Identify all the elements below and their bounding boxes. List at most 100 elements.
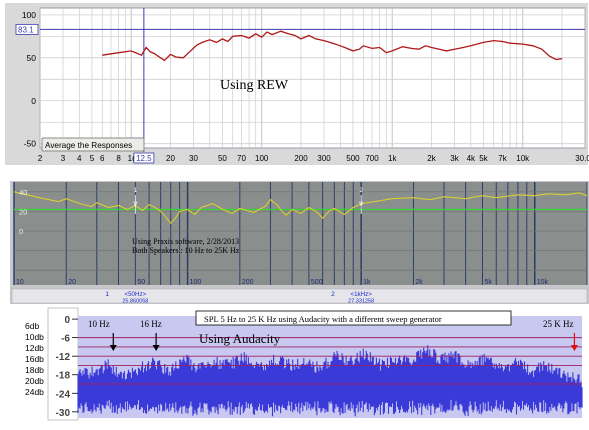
praxis-x-tick-label: 500	[311, 279, 323, 286]
praxis-x-tick-label: 10	[16, 279, 24, 286]
praxis-marker-readout-label: <1kHz>	[351, 291, 373, 298]
praxis-marker-readout-value: 25.860058	[122, 299, 148, 305]
audacity-title: SPL 5 Hz to 25 K Hz using Audacity with …	[204, 314, 442, 324]
praxis-x-tick-label: 100	[190, 279, 202, 286]
praxis-marker-readout-id: 1	[105, 291, 109, 298]
audacity-y-tick-label: -12	[56, 352, 71, 363]
audacity-ruler	[47, 307, 79, 421]
rew-response-line	[102, 30, 563, 62]
rew-x-tick-label: 3	[61, 154, 66, 163]
rew-y-axis: 100 50 0 -50	[22, 10, 36, 149]
praxis-x-tick-label: 200	[242, 279, 254, 286]
praxis-marker-glyph: ∇	[132, 201, 138, 208]
rew-cursor-x-label: 12.5	[136, 154, 152, 163]
praxis-x-axis: 1020501002005001k2k5k10k20k	[16, 279, 549, 286]
rew-x-tick-label: 5k	[479, 154, 488, 163]
audacity-db-label: 24db	[25, 387, 44, 397]
praxis-annotation-line-2: Both Speakers : 10 Hz to 25K Hz	[132, 246, 240, 255]
praxis-marker-readout-value: 27.331258	[348, 299, 374, 305]
audacity-y-tick-label: -30	[56, 408, 71, 419]
rew-x-tick-label: 2	[38, 154, 43, 163]
average-responses-button[interactable]: Average the Responses	[41, 137, 145, 152]
praxis-x-tick-label: 50	[137, 279, 145, 286]
audacity-y-tick-label: -24	[56, 389, 71, 400]
praxis-annotation-line-1: Using Praxis software, 2/28/2013	[132, 237, 239, 246]
rew-x-tick-label: 500	[346, 154, 360, 163]
rew-x-tick-label: 1(	[128, 154, 135, 163]
rew-x-tick-label: 2k	[427, 154, 436, 163]
praxis-marker-id: 1	[134, 187, 138, 194]
audacity-title-box	[195, 310, 512, 326]
audacity-reference-lines	[78, 337, 582, 385]
rew-y-tick-label: 100	[22, 10, 36, 20]
rew-cursor-y-label: 83.1	[18, 25, 34, 34]
praxis-plot-area	[14, 182, 587, 285]
rew-x-tick-label: 4k	[467, 154, 476, 163]
praxis-gridlines	[13, 182, 588, 285]
audacity-callout-arrowhead	[152, 345, 160, 351]
praxis-x-tick-label: 5k	[484, 279, 492, 286]
audacity-callouts: 10 Hz 16 Hz 25 K Hz	[88, 319, 578, 351]
rew-gridlines	[39, 8, 586, 148]
praxis-response-line	[13, 191, 588, 225]
audacity-db-label: 12db	[25, 343, 44, 353]
rew-x-tick-label: 30	[189, 154, 198, 163]
rew-x-tick-label: 20	[166, 154, 175, 163]
average-responses-label: Average the Responses	[45, 141, 132, 150]
praxis-marker-bar	[11, 288, 588, 304]
praxis-marker-id: 2	[359, 187, 363, 194]
rew-x-tick-label: 30.0k	[575, 154, 589, 163]
rew-x-tick-label: 10k	[516, 154, 530, 163]
rew-x-tick-label: 70	[237, 154, 246, 163]
rew-x-tick-label: 100	[255, 154, 269, 163]
rew-y-tick-label: 0	[31, 96, 36, 106]
audacity-callout-arrowhead	[109, 345, 117, 351]
rew-x-tick-label: 700	[365, 154, 379, 163]
rew-cursor-x-box	[133, 152, 155, 164]
audacity-callout-label: 16 Hz	[140, 319, 162, 329]
rew-x-tick-label: 3k	[450, 154, 459, 163]
rew-annotation: Using REW	[220, 78, 289, 93]
rew-cursor-y-box	[15, 23, 39, 35]
rew-x-axis: 2 3 4 5 6 8 1( 20 30 50 70 100 200 300 500 700 1k 2k 3k 4k 5…	[38, 154, 589, 163]
audacity-db-label: 16db	[25, 354, 44, 364]
praxis-y-axis: 40 20 0	[19, 188, 27, 236]
audacity-annotation: Using Audacity	[199, 331, 281, 346]
audacity-callout-label: 10 Hz	[88, 319, 110, 329]
rew-x-tick-label: 4	[77, 154, 82, 163]
praxis-y-tick-label: 40	[19, 188, 27, 197]
praxis-marker-readout-label: <50Hz>	[124, 291, 146, 298]
rew-x-tick-label: 200	[294, 154, 308, 163]
audacity-y-tick-label: -18	[56, 371, 71, 382]
rew-y-tick-label: 50	[27, 53, 37, 63]
audacity-callout-arrowhead	[570, 345, 578, 351]
rew-x-tick-label: 8	[116, 154, 121, 163]
praxis-marker-readout-id: 2	[331, 291, 335, 298]
praxis-markers: 1 ∇ 2 ∇	[132, 187, 364, 214]
rew-x-tick-label: 50	[218, 154, 227, 163]
audacity-y-tick-label: 0	[64, 315, 70, 326]
rew-cursor: 83.1 12.5	[15, 8, 585, 164]
praxis-x-tick-label: 1k	[363, 279, 371, 286]
rew-x-tick-label: 5	[90, 154, 95, 163]
praxis-y-tick-label: 0	[19, 227, 23, 236]
praxis-marker-readouts: 1 <50Hz>25.860058 2 <1kHz>27.331258	[105, 291, 374, 305]
rew-x-tick-label: 1k	[388, 154, 397, 163]
praxis-y-tick-label: 20	[19, 207, 27, 216]
audacity-panel: 0-6-12-18-24-30 6db10db12db16db18db20db2…	[8, 307, 589, 430]
audacity-db-column	[8, 310, 48, 420]
audacity-y-tick-label: -6	[61, 334, 70, 345]
audacity-callout-label: 25 K Hz	[543, 319, 574, 329]
audacity-db-label: 18db	[25, 365, 44, 375]
audacity-db-label: 6db	[25, 321, 39, 331]
rew-x-tick-label: 6	[100, 154, 105, 163]
praxis-marker-glyph: ∇	[358, 201, 364, 208]
praxis-x-tick-label: 2k	[415, 279, 423, 286]
praxis-x-tick-label: 20	[68, 279, 76, 286]
rew-x-tick-label: 300	[317, 154, 331, 163]
audacity-y-axis: 0 -6 -12 -18 -24 -30	[56, 315, 78, 419]
